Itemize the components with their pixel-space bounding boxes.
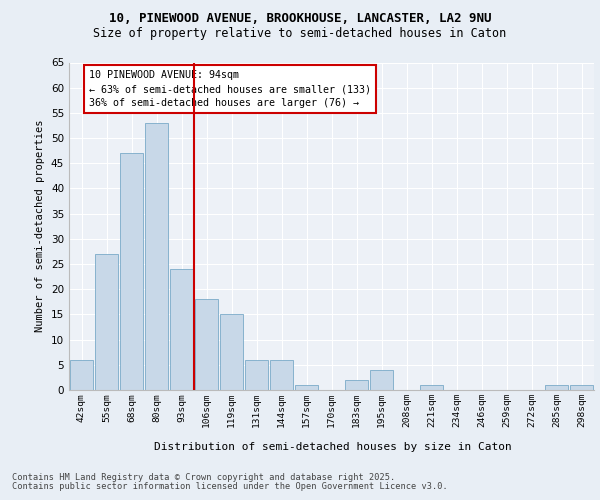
Bar xyxy=(170,269,193,390)
Text: Distribution of semi-detached houses by size in Caton: Distribution of semi-detached houses by … xyxy=(154,442,512,452)
Bar xyxy=(220,314,243,390)
Bar xyxy=(145,123,168,390)
Text: 10 PINEWOOD AVENUE: 94sqm
← 63% of semi-detached houses are smaller (133)
36% of: 10 PINEWOOD AVENUE: 94sqm ← 63% of semi-… xyxy=(89,70,371,108)
Bar xyxy=(420,385,443,390)
Bar xyxy=(345,380,368,390)
Bar xyxy=(95,254,118,390)
Bar xyxy=(70,360,93,390)
Bar xyxy=(570,385,593,390)
Bar xyxy=(295,385,318,390)
Text: Size of property relative to semi-detached houses in Caton: Size of property relative to semi-detach… xyxy=(94,28,506,40)
Bar xyxy=(195,300,218,390)
Bar xyxy=(245,360,268,390)
Bar xyxy=(545,385,568,390)
Bar xyxy=(270,360,293,390)
Y-axis label: Number of semi-detached properties: Number of semi-detached properties xyxy=(35,120,46,332)
Bar xyxy=(370,370,393,390)
Text: Contains public sector information licensed under the Open Government Licence v3: Contains public sector information licen… xyxy=(12,482,448,491)
Bar xyxy=(120,153,143,390)
Text: 10, PINEWOOD AVENUE, BROOKHOUSE, LANCASTER, LA2 9NU: 10, PINEWOOD AVENUE, BROOKHOUSE, LANCAST… xyxy=(109,12,491,26)
Text: Contains HM Land Registry data © Crown copyright and database right 2025.: Contains HM Land Registry data © Crown c… xyxy=(12,473,395,482)
